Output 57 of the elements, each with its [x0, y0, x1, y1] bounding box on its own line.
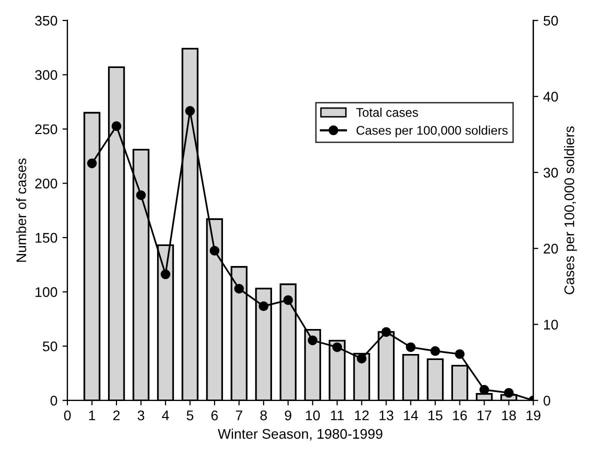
y-tick-label: 0 — [50, 396, 58, 406]
legend-label: Total cases — [356, 108, 418, 117]
point — [136, 190, 146, 200]
x-tick-label: 9 — [284, 410, 292, 420]
y2-tick-label: 30 — [544, 168, 558, 178]
x-tick-label: 1 — [89, 410, 96, 420]
x-tick-label: 0 — [64, 410, 71, 420]
y-axis-title: Number of cases — [16, 158, 26, 262]
y-tick-label: 200 — [35, 178, 58, 188]
y2-tick-label: 20 — [544, 244, 558, 254]
point — [454, 349, 465, 359]
point — [87, 158, 97, 168]
x-tick-label: 10 — [306, 410, 320, 420]
x-tick-label: 6 — [211, 410, 218, 420]
point — [112, 121, 122, 131]
y-tick-label: 350 — [35, 16, 58, 26]
y-tick-label: 300 — [35, 70, 58, 80]
x-tick-label: 11 — [331, 410, 344, 420]
y2-tick-label: 0 — [544, 396, 550, 406]
x-tick-label: 16 — [453, 410, 467, 420]
x-tick-label: 5 — [186, 410, 194, 420]
x-tick-label: 3 — [138, 410, 144, 420]
y2-tick-label: 10 — [544, 320, 558, 330]
y-tick-label: 150 — [36, 232, 58, 243]
x-tick-label: 4 — [162, 410, 169, 420]
point — [504, 388, 514, 398]
x-tick-label: 18 — [502, 410, 516, 420]
x-tick-label: 2 — [113, 410, 120, 420]
point — [185, 106, 195, 116]
y-tick-label: 100 — [36, 287, 58, 298]
point — [210, 246, 220, 256]
point — [234, 284, 244, 294]
point — [356, 354, 367, 364]
point — [406, 342, 416, 352]
point — [332, 342, 342, 352]
point — [258, 301, 268, 312]
x-tick-label: 14 — [404, 410, 418, 420]
y2-tick-label: 50 — [544, 16, 558, 26]
y2-axis-title: Cases per 100,000 soldiers — [564, 126, 577, 294]
legend-label: Cases per 100,000 soldiers — [356, 126, 508, 138]
point — [283, 295, 293, 305]
point — [308, 336, 318, 346]
point — [479, 384, 490, 395]
point — [381, 327, 392, 337]
y-tick-label: 50 — [42, 341, 58, 352]
x-tick-label: 15 — [428, 410, 442, 420]
x-tick-label: 7 — [236, 410, 242, 420]
x-tick-label: 12 — [355, 410, 369, 420]
x-tick-label: 8 — [260, 410, 267, 420]
x-axis-title: Winter Season, 1980-1999 — [218, 428, 382, 440]
x-tick-label: 13 — [380, 410, 394, 420]
y-tick-label: 250 — [35, 124, 58, 134]
point — [430, 346, 440, 356]
x-tick-label: 19 — [526, 410, 540, 420]
point — [160, 269, 170, 280]
x-tick-label: 17 — [478, 410, 492, 420]
y2-tick-label: 40 — [543, 92, 558, 102]
